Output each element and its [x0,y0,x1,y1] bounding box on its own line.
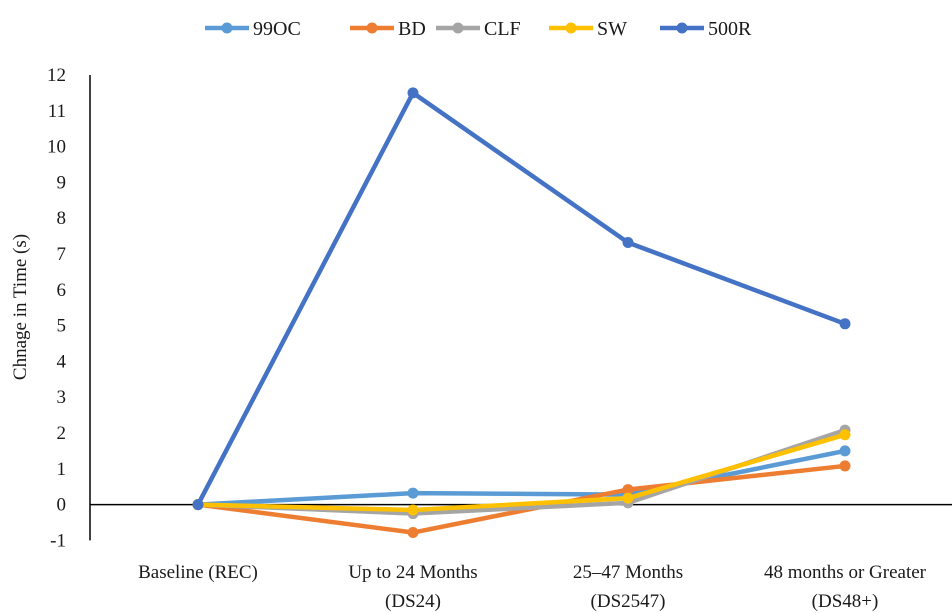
series-line [195,432,848,513]
legend: 99OC BD CLF SW 500R [205,18,752,40]
series-line [195,463,848,535]
legend-item: 500R [660,18,752,40]
y-tick-label: 9 [57,172,67,193]
legend-swatch-marker [366,22,378,34]
x-category-label: 25–47 Months [573,562,683,583]
y-tick-label: 2 [57,423,67,444]
series-group [192,87,851,539]
series-SW [192,429,851,516]
x-category-label: (DS2547) [591,591,666,612]
y-tick-label: -1 [50,530,66,551]
x-category-label: (DS48+) [812,591,879,612]
y-tick-label: 5 [57,316,67,337]
legend-label: 99OC [253,18,301,40]
data-point [839,460,851,472]
series-line [195,448,848,507]
legend-label: 500R [708,18,752,40]
legend-item: 99OC [205,18,301,40]
legend-swatch-marker [221,22,233,34]
data-point [839,318,851,330]
data-point [192,499,204,511]
x-category-label: 48 months or Greater [764,562,927,583]
legend-label: BD [398,18,426,40]
data-point [407,527,419,539]
y-tick-label: 8 [57,208,67,229]
legend-label: CLF [484,18,521,40]
y-tick-label: 10 [47,137,66,158]
data-point [407,487,419,499]
y-tick-label: 0 [57,495,67,516]
y-tick-label: 11 [48,101,66,122]
data-point [407,504,419,516]
x-category-label: Baseline (REC) [138,562,258,583]
series-500R [192,87,851,511]
data-point [407,87,419,99]
y-tick-label: 1 [57,459,67,480]
data-point [622,237,634,249]
y-tick-label: 7 [57,244,67,265]
legend-item: BD [350,18,426,40]
x-category-labels: Baseline (REC) Up to 24 Months (DS24) 25–47… [138,562,927,612]
legend-item: CLF [436,18,521,40]
legend-label: SW [597,18,627,40]
series-line [195,90,848,507]
y-tick-label: 12 [47,65,66,86]
legend-swatch-marker [452,22,464,34]
x-category-label: Up to 24 Months [348,562,477,583]
legend-swatch-marker [676,22,688,34]
data-point [622,484,634,496]
y-tick-label: 6 [57,280,67,301]
y-axis-title: Chnage in Time (s) [10,234,31,380]
y-tick-label: 4 [57,351,67,372]
x-category-label: (DS24) [385,591,441,612]
data-point [839,429,851,441]
data-point [622,492,634,504]
y-tick-label: 3 [57,387,67,408]
legend-swatch-marker [565,22,577,34]
data-point [839,445,851,457]
legend-item: SW [549,18,627,40]
